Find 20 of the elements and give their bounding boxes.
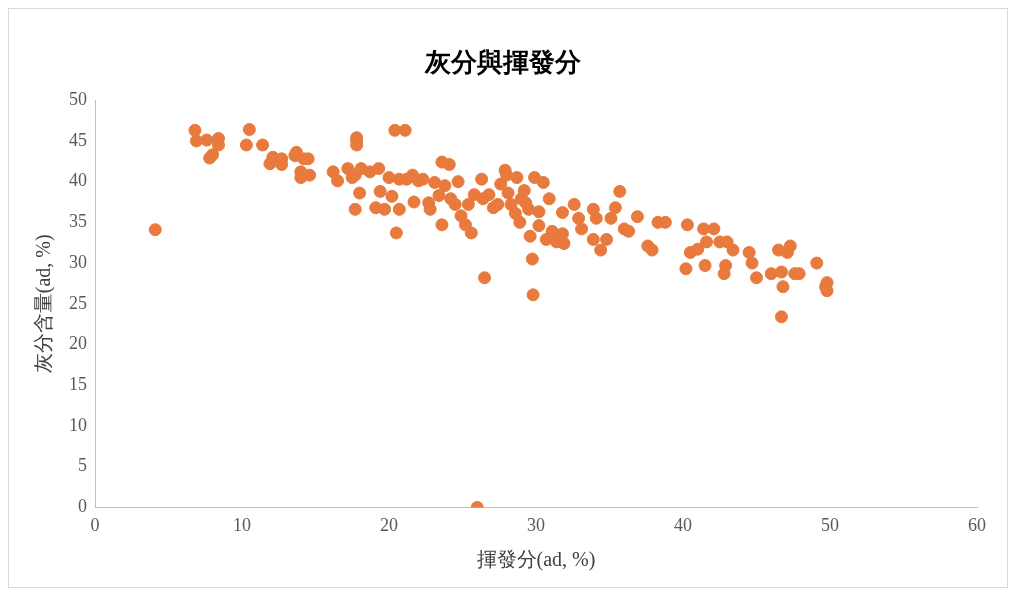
y-tick-label: 0 [78, 496, 87, 517]
y-tick-label: 5 [78, 455, 87, 476]
y-tick-label: 35 [69, 211, 87, 232]
x-tick-label: 60 [968, 514, 986, 535]
x-tick-label: 30 [527, 514, 545, 535]
y-tick-label: 50 [69, 88, 87, 109]
x-tick-label: 20 [380, 514, 398, 535]
x-tick-label: 40 [674, 514, 692, 535]
y-tick-label: 10 [69, 414, 87, 435]
y-tick-label: 40 [69, 170, 87, 191]
y-tick-label: 45 [69, 129, 87, 150]
y-tick-label: 20 [69, 333, 87, 354]
y-tick-label: 30 [69, 251, 87, 272]
x-tick-label: 50 [821, 514, 839, 535]
chart-title: 灰分與揮發分 [424, 48, 582, 78]
y-tick-label: 25 [69, 292, 87, 313]
y-axis-title: 灰分含量(ad, %) [32, 234, 56, 374]
x-tick-label: 10 [233, 514, 251, 535]
y-tick-label: 15 [69, 373, 87, 394]
x-axis-title: 揮發分(ad, %) [476, 548, 596, 572]
